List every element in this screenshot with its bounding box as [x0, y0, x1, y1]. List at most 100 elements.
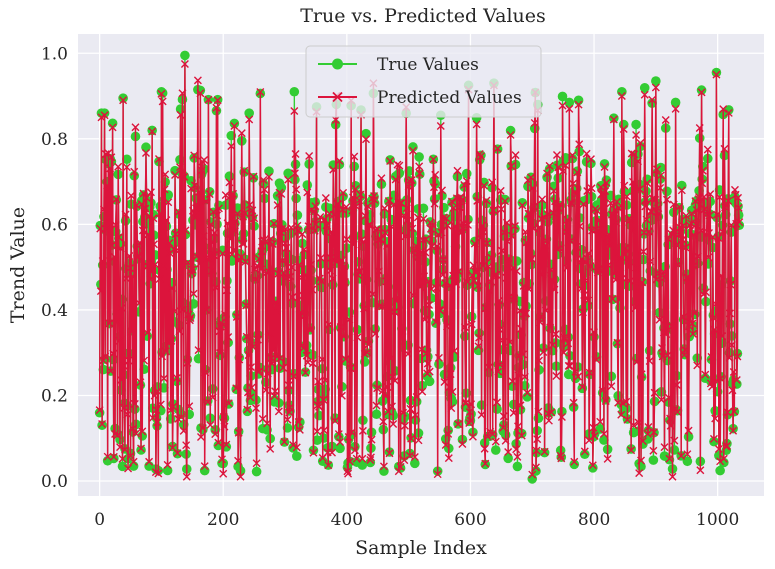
predicted-value-point — [285, 403, 294, 412]
predicted-value-point — [328, 274, 337, 283]
predicted-value-point — [218, 249, 227, 258]
predicted-value-point — [255, 254, 264, 263]
predicted-value-point — [166, 406, 175, 415]
predicted-value-point — [432, 283, 441, 292]
predicted-value-point — [404, 349, 413, 358]
true-value-point — [136, 445, 146, 455]
true-value-point — [557, 91, 568, 102]
predicted-value-point — [195, 187, 204, 196]
predicted-value-point — [468, 432, 477, 441]
predicted-value-point — [589, 423, 598, 432]
predicted-value-point — [694, 195, 703, 204]
predicted-value-point — [323, 221, 332, 230]
predicted-value-point — [530, 118, 539, 127]
predicted-value-point — [181, 226, 190, 235]
predicted-value-point — [484, 363, 493, 372]
predicted-value-point — [487, 253, 496, 262]
predicted-value-point — [109, 452, 118, 461]
predicted-value-point — [156, 400, 165, 409]
true-value-point — [651, 76, 661, 86]
predicted-value-point — [247, 383, 256, 392]
predicted-value-point — [127, 327, 136, 336]
predicted-value-point — [152, 405, 161, 414]
predicted-value-point — [554, 163, 563, 172]
predicted-value-point — [331, 416, 340, 425]
predicted-value-point — [335, 156, 344, 165]
predicted-value-point — [581, 276, 590, 285]
predicted-value-point — [118, 454, 127, 463]
predicted-value-point — [248, 206, 257, 215]
true-value-point — [410, 458, 420, 469]
predicted-value-point — [472, 120, 481, 129]
predicted-value-point — [713, 210, 722, 219]
predicted-value-point — [287, 263, 296, 272]
predicted-value-point — [343, 467, 352, 476]
predicted-value-point — [219, 412, 228, 421]
true-value-point — [599, 159, 610, 169]
predicted-value-point — [297, 273, 306, 282]
predicted-value-point — [140, 356, 149, 365]
predicted-value-point — [208, 266, 217, 275]
predicted-value-point — [583, 186, 592, 195]
predicted-value-point — [295, 425, 304, 434]
predicted-value-point — [632, 131, 641, 140]
predicted-value-point — [679, 312, 688, 321]
predicted-value-point — [476, 152, 485, 161]
predicted-value-point — [203, 254, 212, 263]
predicted-value-point — [477, 410, 486, 419]
x-tick-label: 600 — [454, 510, 486, 530]
true-value-point — [505, 125, 516, 136]
predicted-value-point — [212, 103, 221, 112]
predicted-value-point — [115, 336, 124, 345]
predicted-value-point — [331, 115, 340, 124]
predicted-value-point — [573, 372, 582, 381]
predicted-value-point — [662, 330, 671, 339]
predicted-value-point — [266, 235, 275, 244]
predicted-value-point — [395, 161, 404, 170]
predicted-value-point — [585, 436, 594, 445]
predicted-value-point — [302, 270, 311, 279]
predicted-value-point — [557, 413, 566, 421]
predicted-value-point — [556, 451, 565, 460]
predicted-value-point — [606, 242, 615, 251]
predicted-value-point — [281, 239, 290, 248]
predicted-value-point — [380, 204, 389, 213]
predicted-value-point — [324, 461, 333, 470]
predicted-value-point — [645, 227, 654, 236]
predicted-value-point — [290, 107, 299, 115]
true-value-point — [141, 142, 151, 153]
predicted-value-point — [700, 192, 709, 201]
predicted-value-point — [718, 227, 727, 236]
predicted-value-point — [443, 221, 452, 230]
predicted-value-point — [361, 211, 370, 220]
y-axis-label: Trend Value — [7, 207, 29, 323]
predicted-value-point — [586, 262, 595, 271]
predicted-value-point — [719, 454, 728, 463]
true-value-point — [361, 128, 371, 139]
predicted-value-point — [141, 149, 150, 158]
predicted-value-point — [252, 459, 261, 468]
predicted-value-point — [261, 237, 270, 246]
predicted-value-point — [160, 185, 169, 194]
predicted-value-point — [651, 83, 660, 92]
x-tick-label: 400 — [331, 510, 363, 530]
predicted-value-point — [401, 232, 410, 241]
predicted-value-point — [244, 351, 253, 360]
predicted-value-point — [183, 358, 192, 367]
predicted-value-point — [225, 178, 234, 187]
predicted-value-point — [386, 354, 395, 363]
predicted-value-point — [370, 195, 379, 204]
predicted-value-point — [236, 472, 245, 481]
predicted-value-point — [193, 76, 202, 85]
predicted-value-point — [485, 286, 494, 295]
predicted-value-point — [723, 408, 732, 417]
predicted-value-point — [661, 272, 670, 281]
predicted-value-point — [250, 265, 259, 274]
predicted-value-point — [629, 421, 638, 430]
predicted-value-point — [249, 172, 258, 181]
predicted-value-point — [560, 333, 569, 342]
predicted-value-point — [683, 450, 692, 459]
predicted-value-point — [178, 89, 187, 98]
predicted-value-point — [112, 317, 121, 326]
predicted-value-point — [479, 228, 488, 237]
